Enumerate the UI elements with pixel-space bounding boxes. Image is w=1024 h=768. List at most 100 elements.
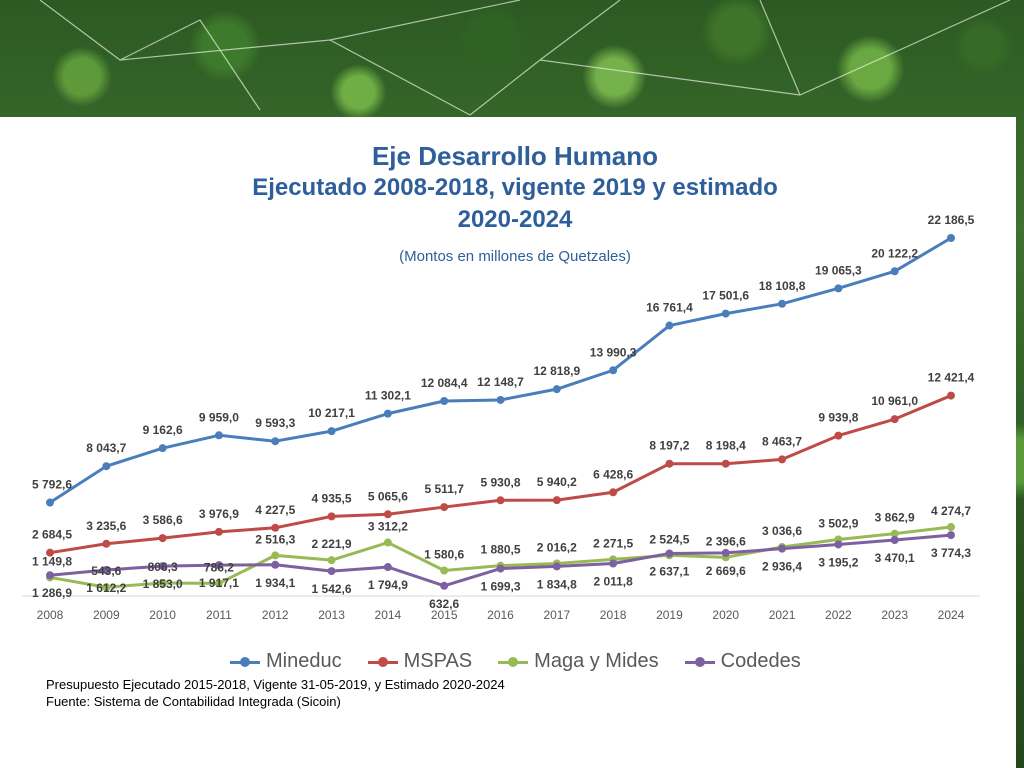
data-label-codedes: 1 934,1: [255, 576, 295, 590]
data-point-codedes: [721, 548, 730, 557]
x-tick-label: 2021: [769, 608, 796, 622]
data-label-mineduc: 12 818,9: [533, 364, 580, 378]
data-point-codedes: [778, 544, 787, 553]
footer-source: Fuente: Sistema de Contabilidad Integrad…: [46, 694, 341, 709]
data-point-mspas: [46, 548, 54, 557]
data-label-mineduc: 12 084,4: [421, 376, 468, 390]
x-tick-label: 2010: [149, 608, 176, 622]
data-point-mspas: [721, 459, 730, 468]
data-label-mineduc: 8 043,7: [86, 441, 126, 455]
data-point-mineduc: [214, 431, 223, 440]
data-point-mineduc: [158, 444, 167, 453]
data-label-codedes: 1 853,0: [143, 577, 183, 591]
data-point-mineduc: [834, 284, 843, 293]
data-point-maga-y-mides: [158, 578, 167, 587]
data-point-mineduc: [609, 366, 618, 375]
data-label-maga-y-mides: 2 016,2: [537, 540, 577, 554]
x-tick-label: 2019: [656, 608, 683, 622]
data-label-mspas: 3 586,6: [143, 513, 183, 527]
data-label-mspas: 5 065,6: [368, 489, 408, 503]
data-point-maga-y-mides: [440, 566, 449, 575]
data-label-mineduc: 18 108,8: [759, 279, 806, 293]
data-point-mspas: [496, 496, 505, 505]
data-label-codedes: 1 917,1: [199, 576, 239, 590]
data-label-maga-y-mides: 1 580,6: [424, 547, 464, 561]
data-label-codedes: 2 936,4: [762, 560, 802, 574]
data-label-mineduc: 16 761,4: [646, 301, 693, 315]
data-point-codedes: [214, 561, 223, 570]
data-label-maga-y-mides: 2 221,9: [312, 537, 352, 551]
data-label-maga-y-mides: 1 880,5: [480, 543, 520, 557]
data-label-mineduc: 12 148,7: [477, 375, 524, 389]
data-point-mineduc: [46, 498, 54, 507]
data-label-mineduc: 22 186,5: [928, 213, 975, 227]
legend-label-codedes: Codedes: [720, 650, 801, 672]
data-point-maga-y-mides: [383, 538, 392, 547]
data-point-mineduc: [778, 299, 787, 308]
data-label-maga-y-mides: 3 312,2: [368, 520, 408, 534]
data-point-mspas: [665, 459, 674, 468]
data-label-maga-y-mides: 2 516,3: [255, 532, 295, 546]
chart-title-block: Eje Desarrollo Humano Ejecutado 2008-201…: [210, 141, 820, 236]
data-point-maga-y-mides: [102, 583, 111, 592]
data-point-maga-y-mides: [214, 579, 223, 588]
x-tick-label: 2022: [825, 608, 852, 622]
data-label-maga-y-mides: 4 274,7: [931, 504, 971, 518]
footer-note: Presupuesto Ejecutado 2015-2018, Vigente…: [46, 677, 505, 692]
panel-bottom: [0, 717, 1016, 768]
data-label-maga-y-mides: 786,2: [204, 560, 234, 574]
data-label-mspas: 3 976,9: [199, 507, 239, 521]
legend-item-mineduc: Mineduc: [230, 650, 342, 673]
data-label-mineduc: 20 122,2: [871, 246, 918, 260]
data-point-codedes: [46, 571, 54, 580]
data-point-mspas: [271, 523, 280, 532]
data-point-mineduc: [383, 409, 392, 418]
data-point-codedes: [383, 563, 392, 572]
data-label-mspas: 8 197,2: [649, 439, 689, 453]
chart-title: Eje Desarrollo Humano: [371, 141, 659, 171]
series-line-mineduc: [48, 236, 953, 505]
x-tick-label: 2012: [262, 608, 289, 622]
data-label-codedes: 1 286,9: [32, 586, 72, 600]
data-point-maga-y-mides: [271, 551, 280, 560]
data-point-codedes: [947, 531, 955, 540]
x-tick-label: 2024: [938, 608, 965, 622]
data-point-mspas: [214, 527, 223, 536]
data-point-mineduc: [271, 437, 280, 446]
legend-swatch-mspas: [367, 655, 398, 669]
data-point-mspas: [609, 488, 618, 497]
data-label-mineduc: 9 593,3: [255, 416, 295, 430]
data-label-codedes: 632,6: [429, 597, 459, 611]
legend-label-maga-mides: Maga y Mides: [534, 650, 659, 672]
x-tick-label: 2014: [375, 608, 402, 622]
data-label-mineduc: 9 162,6: [143, 423, 183, 437]
legend-label-mineduc: Mineduc: [266, 650, 342, 672]
data-point-mineduc: [890, 267, 899, 276]
data-point-mspas: [834, 431, 843, 440]
data-point-mspas: [327, 512, 336, 521]
data-point-maga-y-mides: [890, 529, 899, 538]
data-label-mspas: 5 511,7: [425, 482, 465, 496]
data-label-mineduc: 9 959,0: [199, 410, 239, 424]
x-tick-label: 2009: [93, 608, 120, 622]
data-label-mspas: 4 935,5: [312, 491, 352, 505]
data-label-mspas: 5 930,8: [480, 475, 520, 489]
data-label-mineduc: 10 217,1: [308, 406, 355, 420]
x-tick-label: 2008: [37, 608, 64, 622]
legend-item-maga-mides: Maga y Mides: [498, 650, 659, 673]
data-label-maga-y-mides: 543,6: [91, 564, 121, 578]
data-point-codedes: [496, 564, 505, 573]
data-point-codedes: [271, 560, 280, 569]
data-point-mspas: [890, 415, 899, 424]
data-label-codedes: 2 637,1: [649, 564, 689, 578]
data-label-maga-y-mides: 806,3: [148, 560, 178, 574]
data-label-maga-y-mides: 2 396,6: [706, 534, 746, 548]
x-tick-label: 2023: [881, 608, 908, 622]
legend-item-mspas: MSPAS: [367, 650, 472, 673]
data-label-codedes: 1 542,6: [312, 582, 352, 596]
data-point-codedes: [327, 567, 336, 576]
data-label-maga-y-mides: 2 271,5: [593, 536, 633, 550]
data-point-mineduc: [102, 462, 111, 471]
data-label-codedes: 2 669,6: [706, 564, 746, 578]
